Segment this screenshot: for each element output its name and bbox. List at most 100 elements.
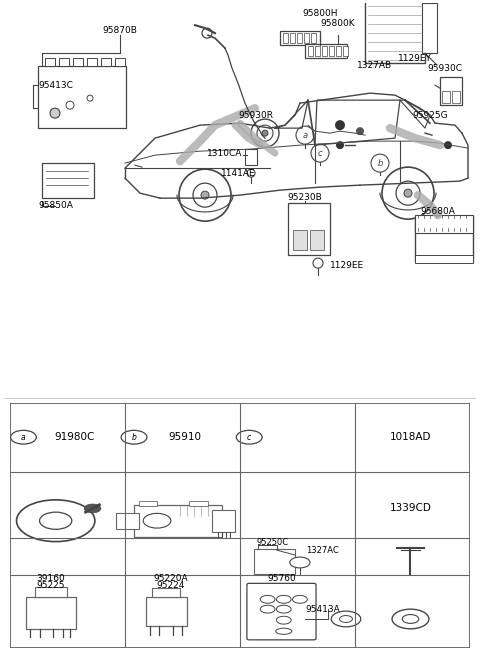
Bar	[440, 77, 462, 105]
Circle shape	[66, 101, 74, 109]
Text: 95225: 95225	[37, 582, 65, 590]
Bar	[343, 46, 348, 56]
Text: 95220A: 95220A	[154, 574, 188, 583]
Circle shape	[292, 595, 307, 603]
Bar	[415, 255, 473, 263]
Circle shape	[251, 119, 279, 147]
Bar	[280, 31, 320, 45]
Text: 95930C: 95930C	[428, 64, 463, 73]
Circle shape	[201, 191, 209, 199]
Bar	[310, 230, 324, 250]
Circle shape	[276, 605, 291, 613]
Circle shape	[331, 611, 361, 627]
Bar	[304, 33, 309, 43]
Bar	[305, 44, 347, 58]
Text: 1327AC: 1327AC	[307, 546, 339, 555]
Bar	[283, 33, 288, 43]
Circle shape	[402, 614, 419, 624]
Circle shape	[336, 141, 344, 149]
Text: 95224: 95224	[156, 582, 185, 590]
Bar	[290, 33, 295, 43]
Circle shape	[382, 167, 434, 219]
Bar	[189, 501, 208, 506]
Bar	[297, 33, 302, 43]
Circle shape	[193, 183, 217, 207]
Text: 95413A: 95413A	[306, 605, 340, 614]
Bar	[322, 46, 327, 56]
Text: 39160: 39160	[36, 574, 65, 583]
Circle shape	[392, 609, 429, 629]
Text: b: b	[377, 159, 383, 168]
Circle shape	[276, 616, 291, 624]
Text: 95230B: 95230B	[288, 193, 323, 202]
Circle shape	[396, 181, 420, 205]
Bar	[452, 91, 460, 103]
Bar	[336, 46, 341, 56]
Circle shape	[296, 126, 314, 144]
Text: 95680A: 95680A	[420, 206, 456, 215]
Text: 95760: 95760	[267, 574, 296, 583]
Circle shape	[290, 557, 310, 568]
Bar	[415, 216, 473, 261]
Text: a: a	[21, 433, 26, 441]
Bar	[101, 58, 111, 66]
Circle shape	[247, 169, 255, 177]
Bar	[365, 0, 425, 63]
Circle shape	[313, 258, 323, 268]
Bar	[38, 66, 126, 128]
Bar	[293, 230, 307, 250]
Text: c: c	[247, 433, 252, 441]
Bar	[42, 163, 94, 198]
Circle shape	[84, 504, 101, 513]
Circle shape	[121, 430, 147, 444]
Circle shape	[404, 189, 412, 197]
Text: 95850A: 95850A	[38, 200, 73, 210]
Circle shape	[50, 108, 60, 118]
Circle shape	[444, 141, 452, 149]
Circle shape	[257, 125, 273, 141]
Bar	[153, 588, 180, 597]
Ellipse shape	[276, 628, 292, 634]
Text: 95800K: 95800K	[321, 18, 355, 28]
Circle shape	[143, 514, 171, 528]
Circle shape	[260, 605, 275, 613]
Text: 95800H: 95800H	[302, 9, 338, 18]
Bar	[115, 58, 125, 66]
Bar	[315, 46, 320, 56]
Text: 1129EY: 1129EY	[398, 54, 432, 63]
Bar	[59, 58, 69, 66]
Text: 1129EE: 1129EE	[330, 261, 364, 270]
Circle shape	[371, 154, 389, 172]
Text: 95870B: 95870B	[103, 26, 137, 35]
Text: a: a	[302, 130, 308, 140]
Circle shape	[260, 595, 275, 603]
Circle shape	[11, 430, 36, 444]
Text: 1018AD: 1018AD	[390, 432, 431, 442]
Bar	[139, 501, 157, 506]
Bar	[245, 149, 257, 165]
Bar	[145, 597, 187, 626]
Text: b: b	[132, 433, 136, 441]
Text: 95250C: 95250C	[256, 538, 288, 548]
Bar	[35, 587, 67, 597]
Bar	[26, 597, 76, 629]
Bar	[45, 58, 55, 66]
Bar	[311, 33, 316, 43]
Circle shape	[39, 512, 72, 529]
Text: 1339CD: 1339CD	[390, 504, 432, 514]
Bar	[134, 505, 222, 536]
Circle shape	[356, 127, 364, 135]
Text: 95925G: 95925G	[412, 111, 448, 120]
Text: 1327AB: 1327AB	[358, 61, 393, 69]
Circle shape	[311, 144, 329, 162]
Text: 91980C: 91980C	[54, 432, 94, 442]
Bar	[442, 91, 450, 103]
Text: 1141AE: 1141AE	[221, 168, 255, 178]
Bar	[73, 58, 83, 66]
Circle shape	[262, 130, 268, 136]
Text: 1310CA: 1310CA	[207, 149, 243, 158]
Bar	[212, 510, 235, 532]
Circle shape	[236, 430, 262, 444]
Bar	[288, 203, 330, 255]
Text: 95910: 95910	[168, 432, 201, 442]
